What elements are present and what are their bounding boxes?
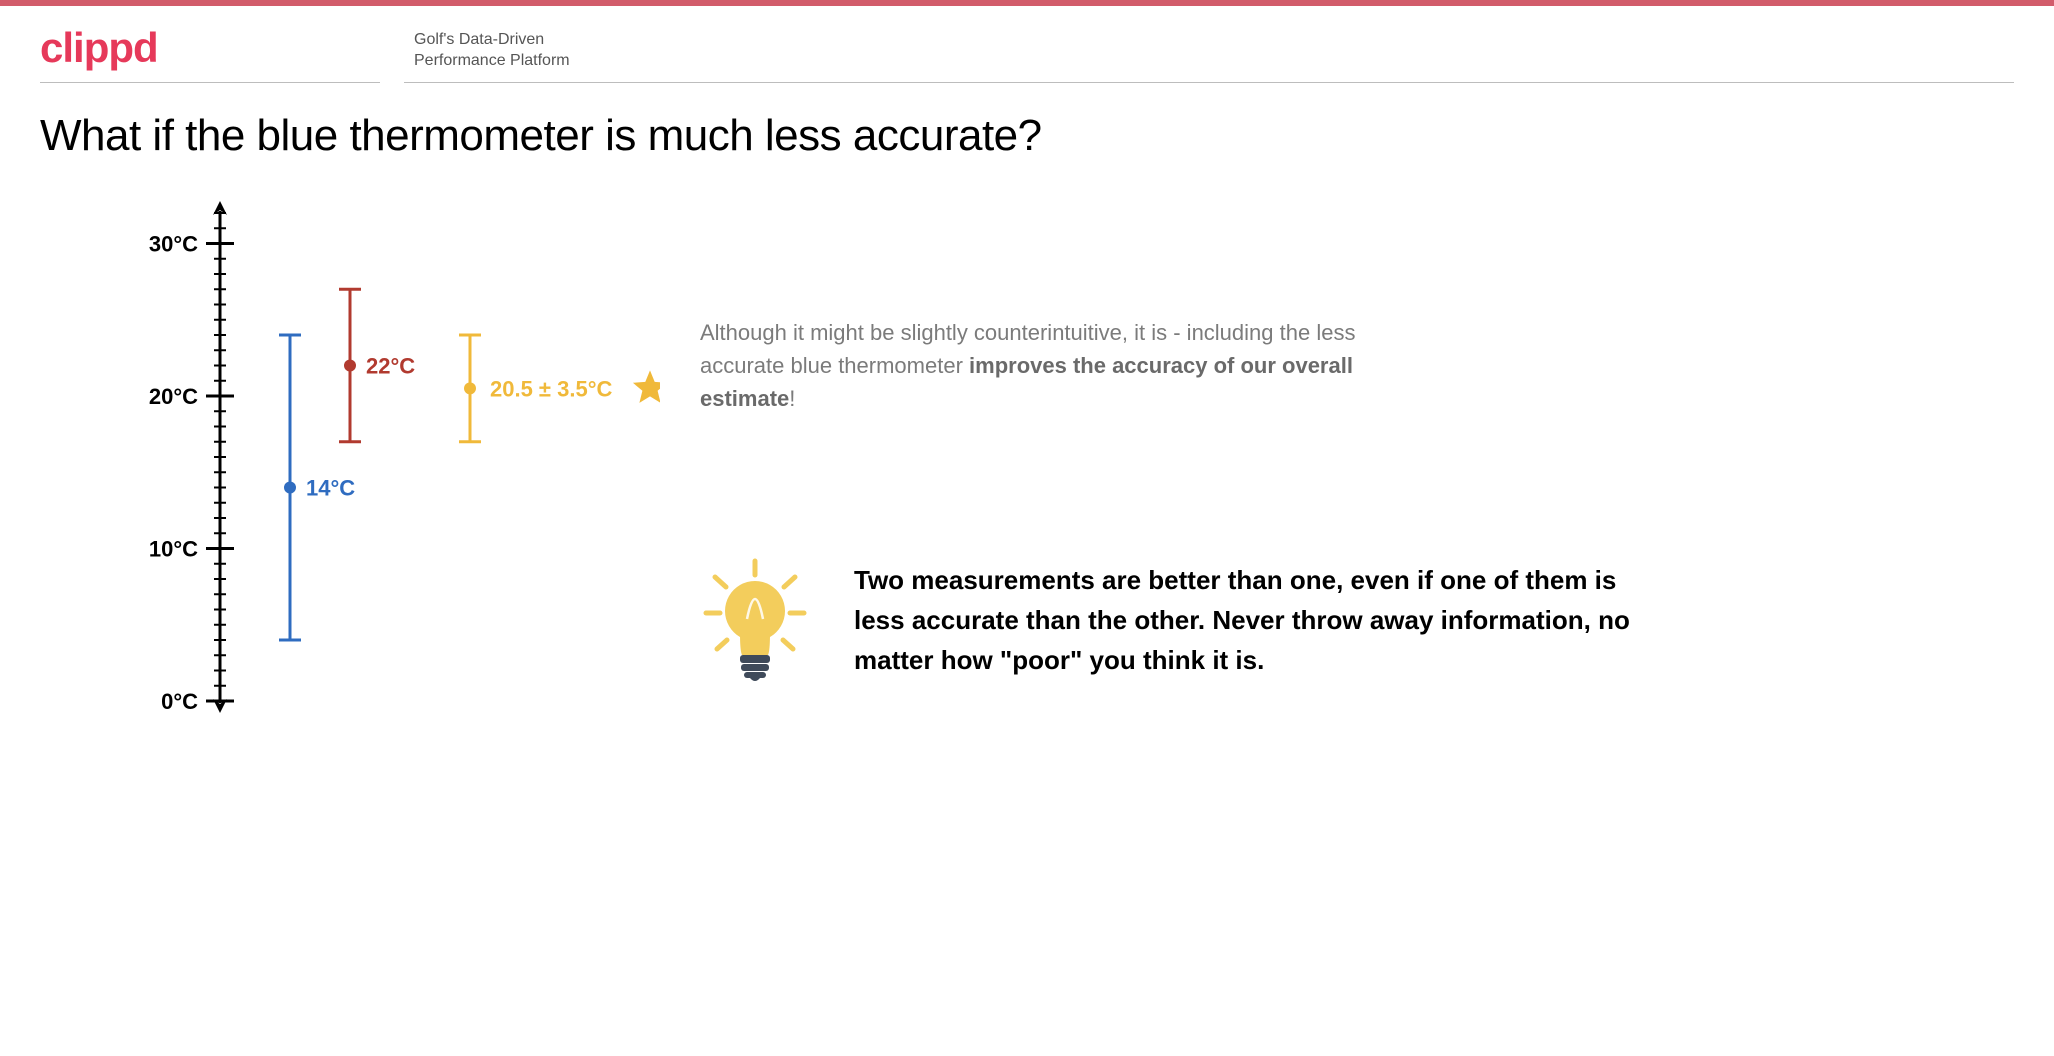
lightbulb-icon xyxy=(700,555,810,685)
content-area: 0°C 10°C 20°C 30°C 14°C 22°C 20.5 ± 3.5°C Alth… xyxy=(0,161,2054,771)
explanation-text: Although it might be slightly counterint… xyxy=(700,316,1420,415)
label-blue: 14°C xyxy=(306,476,355,501)
label-red: 22°C xyxy=(366,354,415,379)
explain-suffix: ! xyxy=(789,386,795,411)
star-icon xyxy=(633,370,660,403)
axis-tick-label: 10°C xyxy=(149,537,198,562)
header: clippd Golf's Data-Driven Performance Pl… xyxy=(0,6,2054,93)
label-combined: 20.5 ± 3.5°C xyxy=(490,376,612,401)
axis-tick-label: 0°C xyxy=(161,689,198,714)
insight-text: Two measurements are better than one, ev… xyxy=(854,560,1674,681)
brand-logo: clippd xyxy=(40,24,180,72)
thermometer-chart: 0°C 10°C 20°C 30°C 14°C 22°C 20.5 ± 3.5°C xyxy=(140,181,660,731)
logo-block: clippd xyxy=(40,24,380,83)
point-blue xyxy=(284,482,296,494)
axis-tick-label: 30°C xyxy=(149,232,198,257)
tagline-block: Golf's Data-Driven Performance Platform xyxy=(404,29,2014,83)
chart-column: 0°C 10°C 20°C 30°C 14°C 22°C 20.5 ± 3.5°C xyxy=(40,181,660,731)
point-red xyxy=(344,360,356,372)
axis-tick-label: 20°C xyxy=(149,384,198,409)
tagline-line-2: Performance Platform xyxy=(414,50,2014,72)
page-title: What if the blue thermometer is much les… xyxy=(0,93,2054,161)
tagline-line-1: Golf's Data-Driven xyxy=(414,29,2014,51)
insight-row: Two measurements are better than one, ev… xyxy=(700,555,2014,685)
point-combined xyxy=(464,382,476,394)
right-column: Although it might be slightly counterint… xyxy=(700,181,2014,731)
